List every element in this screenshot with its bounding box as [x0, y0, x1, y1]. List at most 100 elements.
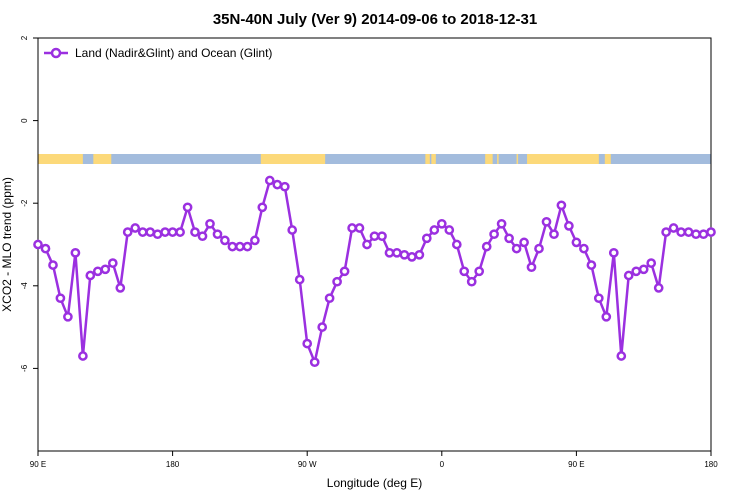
data-point [601, 311, 612, 322]
data-point [511, 243, 522, 254]
data-point [339, 266, 350, 277]
data-point [167, 227, 178, 237]
data-point [40, 243, 51, 254]
data-point [70, 247, 81, 258]
data-point [436, 218, 447, 229]
data-point [579, 243, 589, 254]
data-point [541, 216, 552, 227]
data-point [257, 202, 268, 213]
data-point [377, 231, 387, 242]
data-point [496, 218, 507, 229]
land-segment [485, 154, 493, 164]
data-point [526, 262, 537, 273]
data-point [279, 181, 290, 192]
y-tick-label: -6 [20, 364, 29, 372]
y-tick-label: -4 [20, 282, 29, 290]
data-point [33, 239, 43, 250]
data-point [534, 243, 544, 254]
data-point [115, 283, 126, 293]
data-point [137, 227, 148, 237]
data-point [519, 237, 529, 248]
y-axis: 2 0 -2 -4 -6 [20, 35, 38, 372]
data-point [362, 239, 372, 250]
data-point [197, 231, 208, 242]
data-point [683, 227, 694, 237]
data-point [668, 223, 679, 233]
data-point [489, 229, 499, 240]
data-point [466, 276, 477, 287]
data-point [92, 266, 103, 277]
data-point [586, 260, 597, 270]
data-point [564, 221, 574, 231]
data-point [451, 239, 462, 250]
y-tick-label: 0 [20, 118, 29, 123]
data-point [100, 264, 111, 275]
data-point [392, 247, 402, 258]
series-line [37, 179, 712, 364]
data-point [63, 311, 73, 322]
land-segment [260, 154, 326, 164]
data-point [474, 266, 485, 277]
data-point [459, 266, 470, 277]
x-tick-label: 180 [166, 460, 180, 469]
data-point [638, 264, 649, 275]
data-point [661, 227, 671, 237]
data-point [235, 241, 245, 252]
data-point [317, 322, 328, 332]
data-point [250, 235, 260, 246]
data-point [122, 227, 133, 237]
legend: Land (Nadir&Glint) and Ocean (Glint) [44, 46, 272, 60]
data-point [220, 235, 230, 246]
chart-title: 35N-40N July (Ver 9) 2014-09-06 to 2018-… [213, 11, 537, 28]
data-point [369, 231, 380, 242]
data-point [227, 241, 238, 252]
data-point [691, 229, 701, 240]
land-segment [527, 154, 599, 164]
data-point [347, 223, 357, 233]
data-point [287, 225, 298, 235]
data-point [556, 200, 567, 211]
data-point [309, 357, 320, 368]
land-segment [425, 154, 430, 164]
data-point [623, 270, 634, 281]
data-point [616, 351, 627, 361]
data-point [78, 351, 88, 361]
data-point [85, 270, 96, 281]
data-point [130, 223, 141, 233]
legend-label: Land (Nadir&Glint) and Ocean (Glint) [75, 46, 272, 60]
data-point [107, 258, 118, 268]
data-point [302, 338, 313, 349]
land-segment [93, 154, 112, 164]
data-point [272, 179, 283, 190]
data-point [48, 260, 58, 270]
data-point [549, 229, 559, 240]
x-tick-label: 180 [704, 460, 718, 469]
data-point [264, 175, 275, 186]
land-segment [431, 154, 436, 164]
data-point [481, 241, 492, 252]
x-axis-label: Longitude (deg E) [327, 476, 422, 490]
ocean-band [38, 154, 711, 164]
data-point [631, 266, 642, 277]
x-tick-label: 90 E [30, 460, 46, 469]
y-tick-label: -2 [20, 199, 29, 207]
land-segment [497, 154, 499, 164]
x-tick-label: 90 W [298, 460, 317, 469]
plot-frame [37, 37, 712, 452]
data-point [608, 247, 619, 258]
data-point [444, 225, 455, 235]
data-point [242, 241, 253, 252]
data-point [676, 227, 686, 237]
data-point [504, 233, 514, 244]
data-point [152, 229, 163, 240]
data-point [706, 227, 716, 237]
land-ocean-strip [38, 154, 711, 164]
land-segment [516, 154, 519, 164]
data-point [175, 227, 185, 237]
data-point [182, 202, 193, 213]
data-point [429, 225, 440, 235]
data-point [698, 229, 709, 240]
land-segment [604, 154, 611, 164]
data-point [190, 227, 200, 237]
